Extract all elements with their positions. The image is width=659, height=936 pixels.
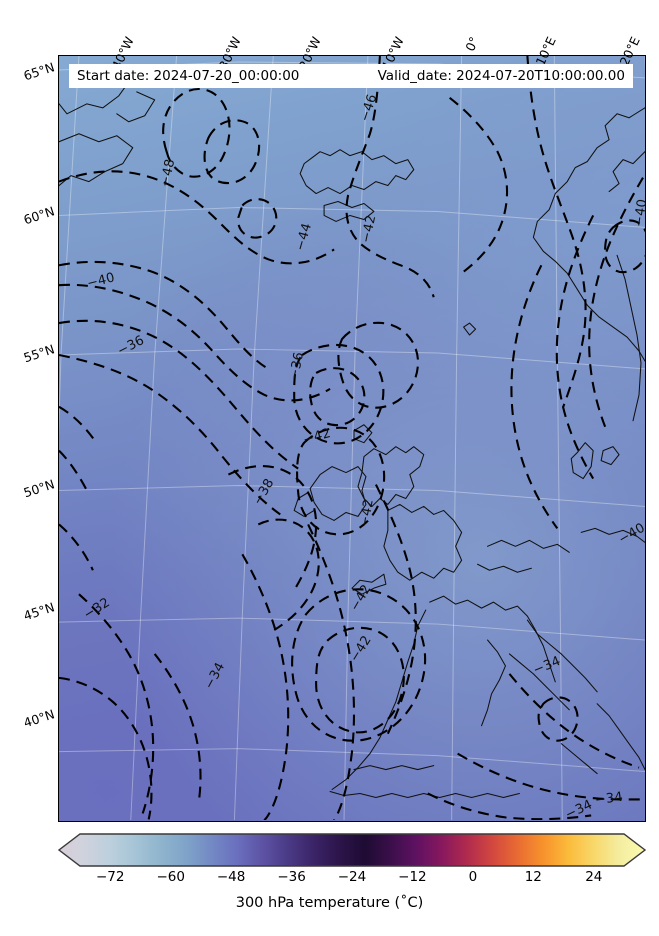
colorbar-tick-4: −24 [337, 869, 367, 885]
info-banner: Start date: 2024-07-20_00:00:00 Valid_da… [69, 64, 633, 88]
lat-tick-0: 65°N [21, 59, 57, 84]
lat-tick-3: 50°N [21, 476, 57, 501]
lat-tick-4: 45°N [21, 599, 57, 624]
colorbar-tick-7: 12 [524, 869, 542, 885]
lat-tick-5: 40°N [21, 706, 57, 731]
lat-tick-2: 55°N [21, 341, 57, 366]
colorbar-tick-5: −12 [398, 869, 427, 885]
coastlines-layer [59, 65, 645, 798]
colorbar-tick-8: 24 [585, 869, 603, 885]
colorbar-tick-1: −60 [156, 869, 185, 885]
colorbar-tick-3: −36 [277, 869, 306, 885]
valid-date-text: Valid_date: 2024-07-20T10:00:00.00 [377, 68, 625, 84]
colorbar[interactable]: −72 −60 −48 −36 −24 −12 0 12 24 [58, 833, 646, 885]
lat-tick-1: 60°N [21, 203, 57, 228]
colorbar-axis-label: 300 hPa temperature (˚C) [235, 895, 424, 911]
contour-layer [59, 56, 645, 821]
start-date-text: Start date: 2024-07-20_00:00:00 [77, 68, 300, 84]
graticule [59, 56, 645, 821]
map-axes[interactable]: −46 −48 −44 −42 −40 −40 −36 −36 −42 −38 −42 −40 −42−… [58, 55, 646, 822]
colorbar-tick-6: 0 [468, 869, 478, 885]
colorbar-tick-2: −48 [216, 869, 246, 885]
colorbar-tick-0: −72 [95, 869, 125, 885]
contour-label-5: −40 [631, 198, 646, 228]
colorbar-gradient [58, 833, 646, 867]
